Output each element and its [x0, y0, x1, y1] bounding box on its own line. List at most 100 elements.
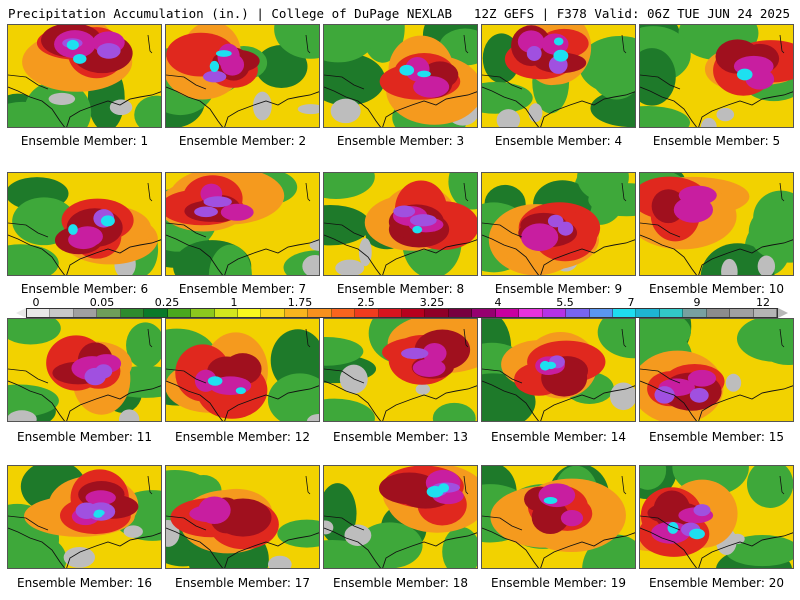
- state-border: [8, 182, 153, 238]
- member-label-12: Ensemble Member: 12: [175, 430, 310, 444]
- colorbar-segment: [27, 309, 51, 317]
- coastline: [482, 527, 635, 568]
- colorbar-segment: [589, 309, 613, 317]
- ensemble-panel-4: [481, 24, 636, 128]
- member-label-20: Ensemble Member: 20: [649, 576, 784, 590]
- ensemble-panel-2: [165, 24, 320, 128]
- member-label-8: Ensemble Member: 8: [336, 282, 465, 296]
- ensemble-panel-17: [165, 465, 320, 569]
- precip-map-12: [166, 319, 319, 421]
- state-border: [8, 475, 153, 531]
- state-border: [482, 328, 627, 384]
- member-label-9: Ensemble Member: 9: [494, 282, 623, 296]
- ensemble-panel-16: [7, 465, 162, 569]
- member-label-13: Ensemble Member: 13: [333, 430, 468, 444]
- colorbar-tick-label: 0: [32, 296, 40, 309]
- ensemble-panel-13: [323, 318, 478, 422]
- colorbar-segment: [308, 309, 332, 317]
- colorbar-segment: [191, 309, 215, 317]
- colorbar-segment: [120, 309, 145, 317]
- colorbar-tick-label: 0.25: [154, 296, 180, 309]
- colorbar-right-arrow: [778, 308, 788, 318]
- colorbar-segment: [144, 309, 168, 317]
- ensemble-panel-15: [639, 318, 794, 422]
- coastline: [166, 234, 319, 275]
- colorbar-tick-label: 1: [230, 296, 238, 309]
- coastline: [640, 380, 793, 421]
- precip-map-13: [324, 319, 477, 421]
- member-label-11: Ensemble Member: 11: [17, 430, 152, 444]
- colorbar-tick-label: 7: [627, 296, 635, 309]
- colorbar-segment: [97, 309, 121, 317]
- state-border: [166, 182, 311, 238]
- state-border: [482, 475, 627, 531]
- colorbar-segment: [519, 309, 543, 317]
- colorbar-segment: [284, 309, 309, 317]
- colorbar-segment: [706, 309, 731, 317]
- precip-map-20: [640, 466, 793, 568]
- state-border: [482, 182, 627, 238]
- coastline: [8, 234, 161, 275]
- member-label-16: Ensemble Member: 16: [17, 576, 152, 590]
- colorbar-segment: [753, 309, 777, 317]
- colorbar-segment: [402, 309, 426, 317]
- ensemble-panel-1: [7, 24, 162, 128]
- colorbar-segment: [167, 309, 192, 317]
- state-border: [8, 34, 153, 90]
- ensemble-panel-7: [165, 172, 320, 276]
- precip-map-6: [8, 173, 161, 275]
- chart-title: Precipitation Accumulation (in.) | Colle…: [8, 6, 453, 21]
- state-border: [640, 475, 785, 531]
- coastline: [640, 234, 793, 275]
- member-label-17: Ensemble Member: 17: [175, 576, 310, 590]
- member-label-3: Ensemble Member: 3: [336, 134, 465, 148]
- member-label-10: Ensemble Member: 10: [649, 282, 784, 296]
- precip-map-1: [8, 25, 161, 127]
- member-label-19: Ensemble Member: 19: [491, 576, 626, 590]
- member-label-4: Ensemble Member: 4: [494, 134, 623, 148]
- ensemble-panel-18: [323, 465, 478, 569]
- precip-map-16: [8, 466, 161, 568]
- colorbar-tick-label: 5.5: [556, 296, 574, 309]
- colorbar-segment: [355, 309, 379, 317]
- member-label-14: Ensemble Member: 14: [491, 430, 626, 444]
- coastline: [640, 86, 793, 127]
- state-border: [640, 182, 785, 238]
- state-border: [640, 328, 785, 384]
- colorbar-segment: [472, 309, 496, 317]
- colorbar: [26, 308, 778, 318]
- colorbar-tick-label: 9: [693, 296, 701, 309]
- coastline: [324, 234, 477, 275]
- state-border: [324, 34, 469, 90]
- precip-map-11: [8, 319, 161, 421]
- precip-map-9: [482, 173, 635, 275]
- coastline: [324, 527, 477, 568]
- colorbar-tick-label: 3.25: [419, 296, 445, 309]
- member-label-18: Ensemble Member: 18: [333, 576, 468, 590]
- ensemble-panel-9: [481, 172, 636, 276]
- model-run-info: 12Z GEFS | F378 Valid: 06Z TUE JUN 24 20…: [473, 6, 790, 21]
- precip-map-10: [640, 173, 793, 275]
- colorbar-segment: [425, 309, 449, 317]
- precip-map-2: [166, 25, 319, 127]
- coastline: [482, 234, 635, 275]
- state-border: [8, 328, 153, 384]
- state-border: [482, 34, 627, 90]
- state-border: [166, 475, 311, 531]
- coastline: [482, 86, 635, 127]
- state-border: [166, 34, 311, 90]
- state-border: [324, 328, 469, 384]
- state-border: [640, 34, 785, 90]
- precip-map-17: [166, 466, 319, 568]
- ensemble-panel-6: [7, 172, 162, 276]
- precip-map-3: [324, 25, 477, 127]
- ensemble-panel-19: [481, 465, 636, 569]
- colorbar-segment: [378, 309, 402, 317]
- colorbar-segment: [542, 309, 567, 317]
- colorbar-segment: [261, 309, 285, 317]
- coastline: [166, 86, 319, 127]
- ensemble-panel-3: [323, 24, 478, 128]
- precip-map-15: [640, 319, 793, 421]
- precip-map-4: [482, 25, 635, 127]
- precip-map-7: [166, 173, 319, 275]
